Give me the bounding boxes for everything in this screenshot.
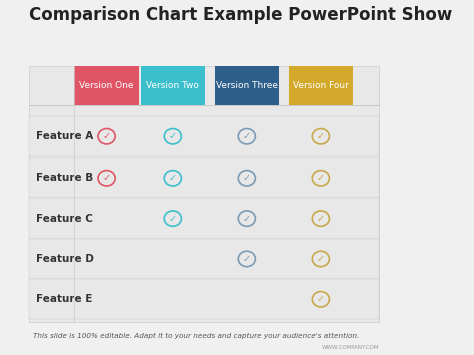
Text: ✓: ✓ — [169, 173, 177, 183]
Text: ✓: ✓ — [169, 214, 177, 224]
Text: ✓: ✓ — [317, 294, 325, 304]
Text: Feature B: Feature B — [36, 173, 94, 183]
Text: ✓: ✓ — [243, 254, 251, 264]
Text: ✓: ✓ — [317, 214, 325, 224]
FancyBboxPatch shape — [28, 239, 379, 279]
Text: ✓: ✓ — [102, 173, 110, 183]
Text: ✓: ✓ — [317, 254, 325, 264]
Text: Comparison Chart Example PowerPoint Show: Comparison Chart Example PowerPoint Show — [28, 6, 452, 24]
Text: ✓: ✓ — [243, 131, 251, 141]
FancyBboxPatch shape — [28, 279, 379, 320]
Text: Feature A: Feature A — [36, 131, 94, 141]
FancyBboxPatch shape — [141, 66, 205, 105]
FancyBboxPatch shape — [28, 158, 379, 198]
Text: Version Four: Version Four — [293, 81, 349, 90]
FancyBboxPatch shape — [289, 66, 353, 105]
FancyBboxPatch shape — [74, 66, 139, 105]
Text: ✓: ✓ — [243, 173, 251, 183]
Text: Feature C: Feature C — [36, 214, 93, 224]
Text: ✓: ✓ — [102, 131, 110, 141]
Text: Version Three: Version Three — [216, 81, 278, 90]
FancyBboxPatch shape — [28, 116, 379, 157]
Text: Version Two: Version Two — [146, 81, 199, 90]
Text: ✓: ✓ — [243, 214, 251, 224]
Text: This slide is 100% editable. Adapt it to your needs and capture your audience's : This slide is 100% editable. Adapt it to… — [33, 333, 359, 339]
FancyBboxPatch shape — [28, 198, 379, 239]
FancyBboxPatch shape — [28, 66, 379, 322]
Text: Feature D: Feature D — [36, 254, 94, 264]
Text: ✓: ✓ — [317, 131, 325, 141]
Text: Version One: Version One — [79, 81, 134, 90]
Text: ✓: ✓ — [169, 131, 177, 141]
Text: Feature E: Feature E — [36, 294, 93, 304]
Text: WWW.COMPANY.COM: WWW.COMPANY.COM — [322, 345, 379, 350]
Text: ✓: ✓ — [317, 173, 325, 183]
FancyBboxPatch shape — [215, 66, 279, 105]
